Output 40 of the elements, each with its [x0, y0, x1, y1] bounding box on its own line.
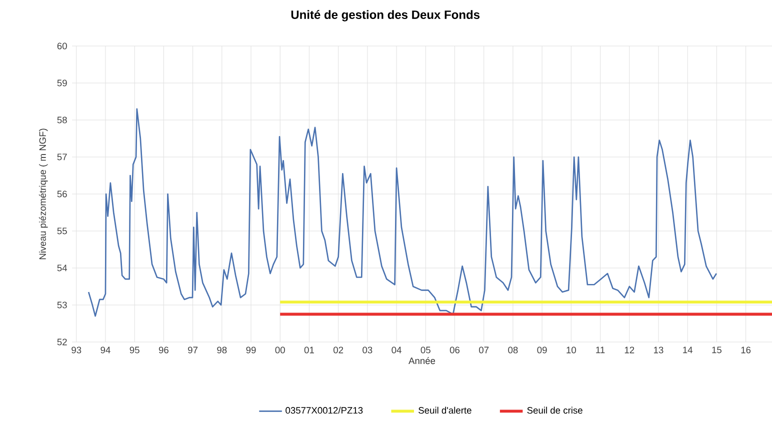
- y-tick-label: 57: [57, 154, 67, 160]
- y-tick-label: 55: [57, 228, 67, 234]
- y-tick-label: 54: [57, 264, 68, 272]
- x-tick-label: 06: [450, 346, 460, 354]
- x-tick-label: 01: [304, 346, 314, 354]
- chart-title: Unité de gestion des Deux Fonds: [291, 10, 480, 22]
- x-tick-label: 94: [100, 346, 110, 354]
- y-tick-label: 59: [57, 80, 67, 86]
- x-tick-label: 97: [188, 346, 198, 354]
- x-tick-label: 15: [712, 346, 722, 354]
- line-series: [88, 108, 718, 317]
- x-tick-label: 03: [362, 346, 372, 354]
- x-tick-label: 96: [158, 346, 168, 354]
- legend-label: Seuil de crise: [527, 406, 582, 414]
- x-tick-label: 08: [508, 346, 518, 354]
- x-tick-label: 12: [624, 346, 634, 354]
- y-tick-label: 58: [57, 116, 67, 124]
- y-tick-label: 60: [57, 42, 67, 50]
- y-tick-label: 52: [57, 338, 67, 346]
- x-tick-label: 09: [537, 346, 547, 354]
- x-tick-label: 93: [72, 346, 82, 354]
- x-tick-label: 16: [741, 346, 751, 354]
- y-tick-label: 53: [57, 302, 67, 308]
- x-tick-label: 11: [596, 346, 605, 354]
- x-tick-label: 95: [130, 346, 140, 354]
- y-axis-title: Niveau piézométrique ( m NGF): [38, 128, 48, 260]
- x-axis-title: Année: [408, 357, 436, 364]
- x-tick-label: 07: [479, 346, 489, 354]
- legend-label: Seuil d'alerte: [418, 406, 472, 414]
- x-tick-label: 02: [333, 346, 344, 354]
- x-tick-label: 99: [246, 346, 256, 354]
- x-tick-label: 13: [654, 346, 664, 354]
- x-tick-label: 98: [217, 346, 227, 354]
- legend-label: 03577X0012/PZ13: [286, 406, 363, 414]
- x-tick-label: 05: [420, 346, 430, 354]
- x-tick-label: 10: [566, 346, 576, 354]
- x-tick-label: 04: [392, 346, 402, 354]
- x-tick-label: 00: [275, 346, 285, 354]
- x-tick-label: 14: [683, 346, 693, 354]
- y-tick-label: 56: [57, 190, 67, 198]
